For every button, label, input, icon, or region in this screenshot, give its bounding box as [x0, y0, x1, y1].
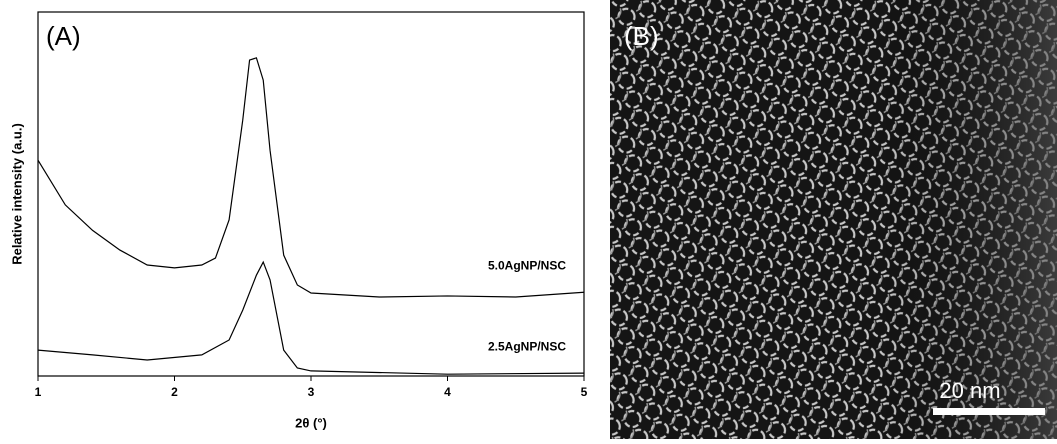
line-series: [37, 260, 585, 375]
tem-shading: [610, 0, 1057, 439]
plot-frame: [37, 11, 585, 377]
x-tick-label: 3: [308, 385, 315, 399]
x-axis-label: 2θ (°): [295, 415, 327, 430]
panel-a: (A) 2θ (°) Relative intensity (a.u.) 1 2 3…: [9, 11, 588, 430]
scale-bar-label: 20 nm: [939, 378, 1000, 403]
y-axis-label: Relative intensity (a.u.): [9, 123, 24, 265]
series-label: 5.0AgNP/NSC: [488, 258, 566, 272]
x-tick-label: 5: [581, 385, 588, 399]
series-label: 2.5AgNP/NSC: [488, 339, 566, 353]
panel-label: (A): [46, 21, 81, 51]
x-tick-label: 1: [35, 385, 42, 399]
scale-bar: [933, 408, 1045, 415]
x-tick-label: 4: [444, 385, 451, 399]
panel-b: (B) 20 nm: [610, 0, 1057, 439]
panel-label: (B): [624, 21, 659, 51]
x-tick-label: 2: [171, 385, 178, 399]
line-series: [37, 57, 585, 298]
